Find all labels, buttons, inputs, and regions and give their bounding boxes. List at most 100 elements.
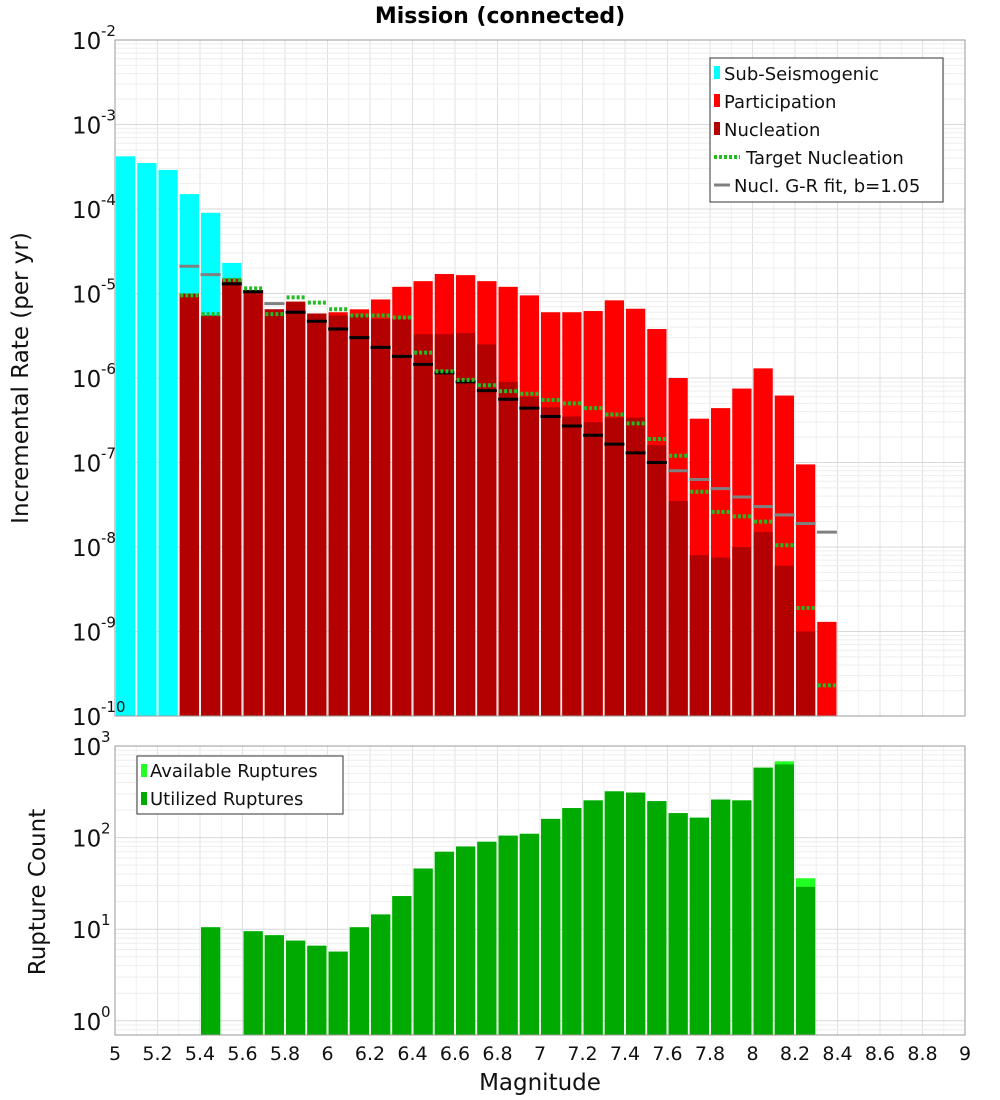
bar-utilized-ruptures: [711, 799, 731, 1035]
bar-nucleation: [328, 315, 348, 716]
x-tick-label: 5: [109, 1043, 121, 1065]
bar-nucleation: [371, 318, 391, 716]
legend-label-target-nucleation: Target Nucleation: [745, 148, 904, 169]
bar-utilized-ruptures: [626, 792, 646, 1035]
x-tick-label: 6: [321, 1043, 333, 1065]
x-tick-label: 5.6: [227, 1043, 257, 1065]
bar-nucleation: [307, 313, 327, 716]
legend-label-nucleation: Nucleation: [724, 120, 820, 141]
bar-utilized-ruptures: [541, 818, 561, 1035]
bar-nucleation: [732, 547, 752, 716]
legend-label-participation: Participation: [724, 92, 836, 113]
legend-swatch-sub-seismogenic: [714, 66, 720, 79]
bar-nucleation: [583, 422, 603, 716]
x-tick-label: 6.8: [482, 1043, 512, 1065]
bar-utilized-ruptures: [201, 927, 221, 1035]
bar-nucleation: [774, 565, 794, 716]
y-tick-exponent: -10: [101, 698, 126, 716]
bar-nucleation: [243, 290, 263, 716]
x-axis-label: Magnitude: [479, 1070, 601, 1096]
count-bars: [201, 761, 816, 1035]
bar-nucleation: [413, 334, 433, 716]
rate-bars: [116, 156, 837, 716]
x-tick-label: 8.2: [780, 1043, 810, 1065]
legend-swatch-utilized: [141, 792, 147, 805]
y-tick-exponent: -7: [101, 445, 116, 463]
y-tick-label: 10: [72, 621, 101, 647]
y-tick-label: 10: [72, 735, 101, 761]
rate-plot-border: [114, 39, 966, 717]
bar-utilized-ruptures: [562, 808, 582, 1035]
bar-nucleation: [286, 301, 306, 716]
bar-sub-seismogenic: [116, 156, 136, 716]
bar-utilized-ruptures: [774, 764, 794, 1035]
bar-utilized-ruptures: [796, 886, 816, 1035]
bar-nucleation: [222, 278, 242, 716]
bar-nucleation: [626, 417, 646, 716]
x-tick-label: 7.2: [567, 1043, 597, 1065]
rate-legend-box: [709, 57, 944, 203]
bar-sub-seismogenic: [158, 169, 178, 716]
bar-nucleation: [689, 555, 709, 716]
bar-utilized-ruptures: [349, 927, 369, 1035]
y-tick-label: 10: [72, 705, 101, 731]
y-tick-label: 10: [72, 283, 101, 309]
count-plot-border: [114, 745, 966, 1036]
rate-line-marks: [179, 264, 837, 688]
y-tick-exponent: 2: [101, 820, 111, 838]
bar-nucleation: [647, 445, 667, 716]
x-tick-label: 7.4: [610, 1043, 640, 1065]
bar-utilized-ruptures: [286, 940, 306, 1035]
bar-nucleation: [668, 501, 688, 716]
x-tick-label: 8.8: [907, 1043, 937, 1065]
bar-utilized-ruptures: [498, 835, 518, 1035]
x-tick-label: 9: [959, 1043, 971, 1065]
bar-utilized-ruptures: [392, 896, 412, 1035]
bar-nucleation: [562, 416, 582, 716]
bar-utilized-ruptures: [307, 945, 327, 1035]
x-tick-label: 5.2: [142, 1043, 172, 1065]
x-tick-label: 6.6: [440, 1043, 470, 1065]
y-tick-label: 10: [72, 367, 101, 393]
bar-nucleation: [264, 309, 284, 716]
y-tick-label: 10: [72, 452, 101, 478]
bar-utilized-ruptures: [434, 851, 454, 1035]
bar-nucleation: [179, 293, 199, 716]
legend-label-utilized: Utilized Ruptures: [150, 789, 303, 810]
legend-swatch-available: [141, 764, 147, 777]
count-legend: Available Ruptures Utilized Ruptures: [136, 755, 344, 815]
y-tick-label: 10: [72, 918, 101, 944]
bar-utilized-ruptures: [264, 935, 284, 1035]
y-tick-exponent: 0: [101, 1003, 111, 1021]
x-tick-label: 6.4: [397, 1043, 427, 1065]
bar-utilized-ruptures: [732, 800, 752, 1035]
bar-nucleation: [796, 631, 816, 716]
bar-nucleation: [434, 334, 454, 716]
bar-utilized-ruptures: [243, 931, 263, 1035]
y-tick-exponent: -5: [101, 276, 116, 294]
count-y-axis-label: Rupture Count: [25, 809, 51, 975]
y-tick-label: 10: [72, 114, 101, 140]
x-tick-label: 7: [534, 1043, 546, 1065]
y-tick-label: 10: [72, 827, 101, 853]
chart-title: Mission (connected): [375, 4, 625, 29]
legend-swatch-nucleation: [714, 122, 720, 135]
bar-utilized-ruptures: [583, 800, 603, 1035]
bar-nucleation: [498, 381, 518, 716]
y-tick-label: 10: [72, 29, 101, 55]
bar-utilized-ruptures: [668, 813, 688, 1035]
rate-legend: Sub-Seismogenic Participation Nucleation…: [709, 57, 944, 203]
x-tick-label: 8: [746, 1043, 758, 1065]
y-tick-exponent: 1: [101, 911, 111, 929]
y-tick-label: 10: [72, 198, 101, 224]
legend-label-available: Available Ruptures: [150, 761, 318, 782]
y-tick-exponent: -3: [101, 107, 116, 125]
y-tick-exponent: -6: [101, 360, 116, 378]
y-tick-exponent: -9: [101, 614, 116, 632]
bar-nucleation: [711, 557, 731, 716]
bar-nucleation: [541, 407, 561, 716]
